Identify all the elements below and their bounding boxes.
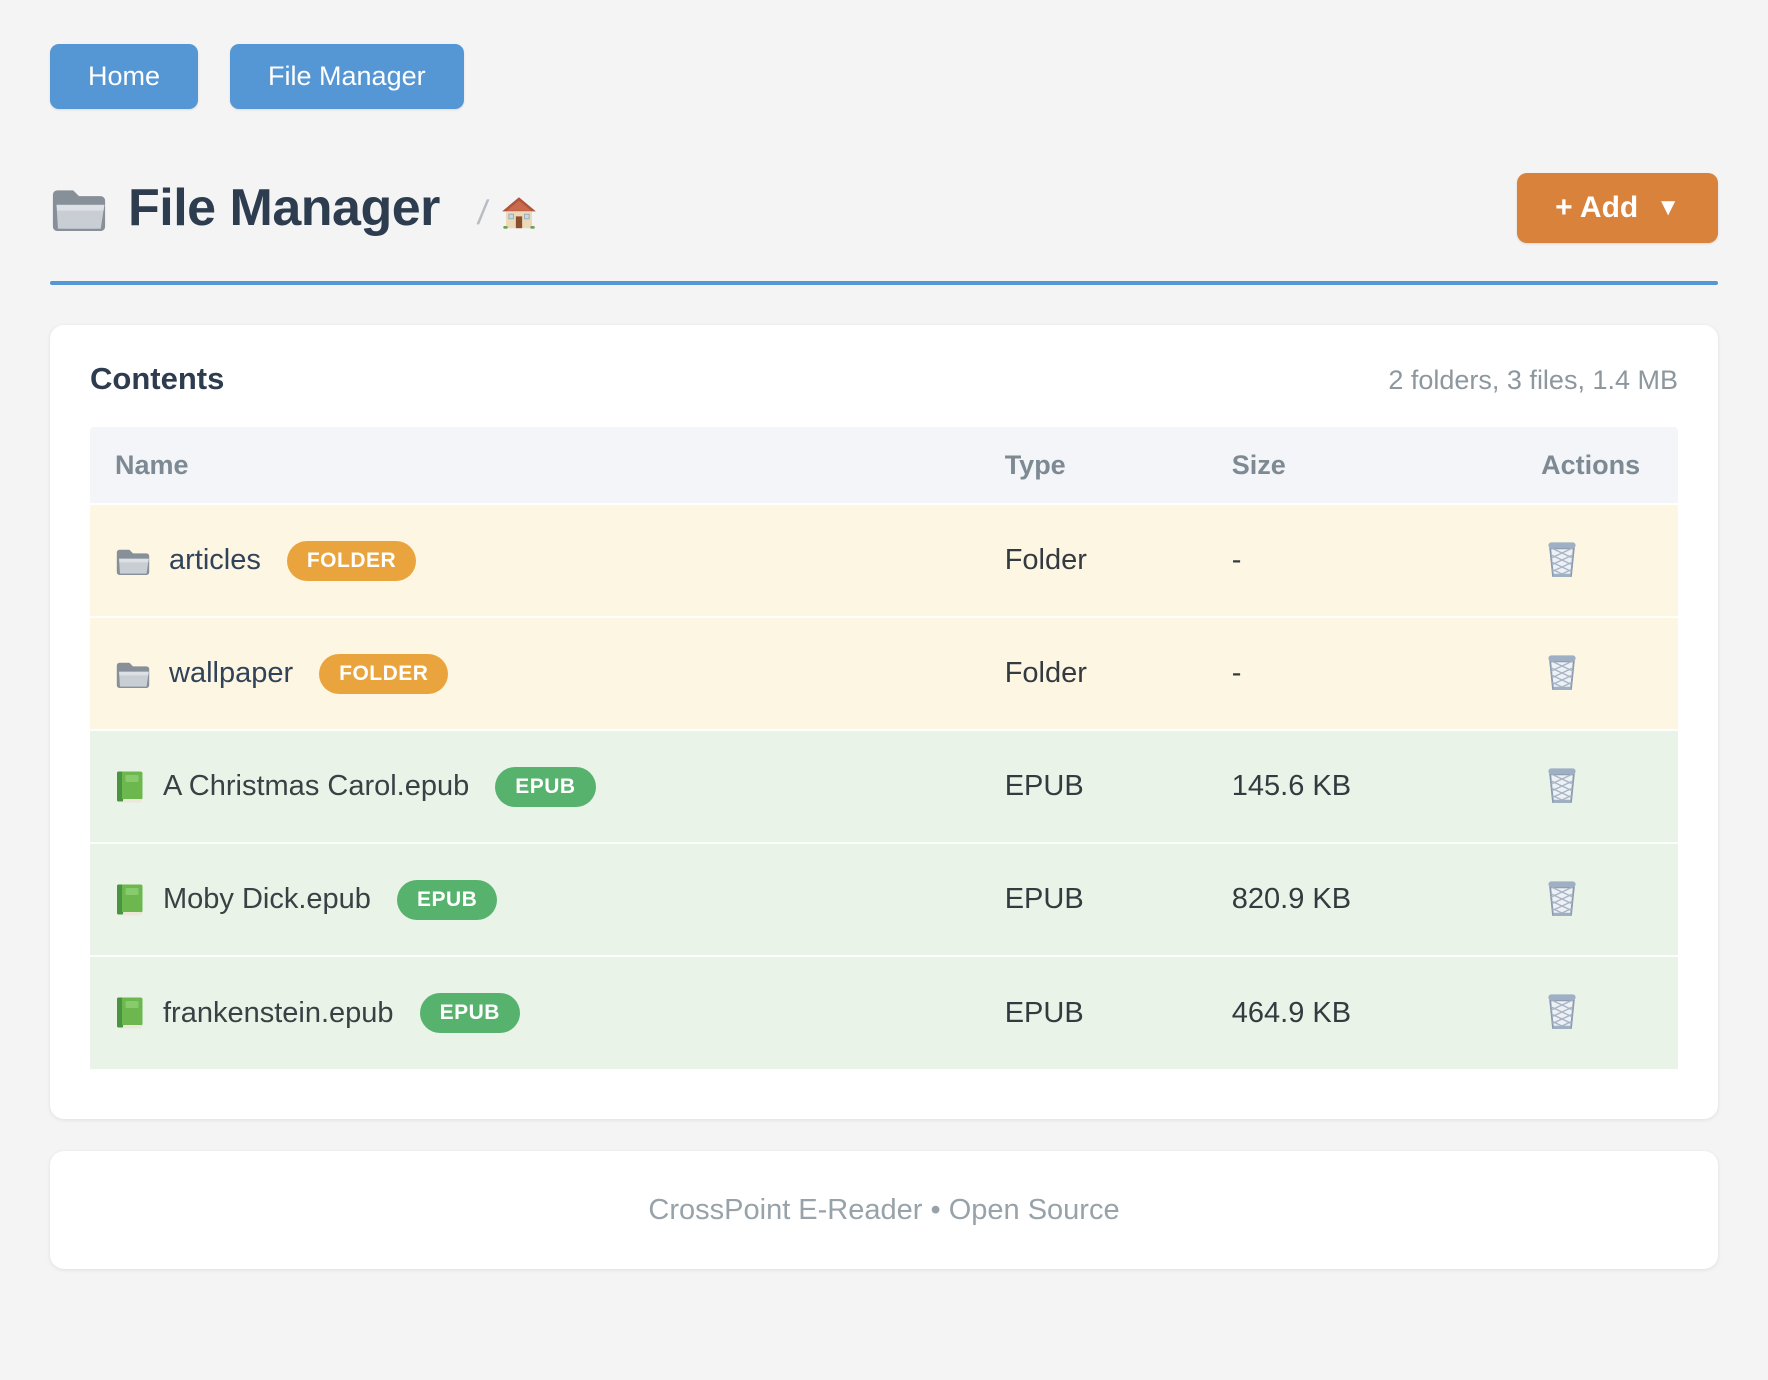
- type-badge: EPUB: [495, 766, 596, 807]
- folder-icon: [115, 660, 151, 688]
- book-icon: [115, 996, 145, 1030]
- file-table-body: articles FOLDER Folder - wallpaper: [90, 504, 1678, 1069]
- file-name-link[interactable]: frankenstein.epub: [163, 996, 394, 1029]
- contents-title: Contents: [90, 361, 225, 396]
- home-button[interactable]: Home: [50, 44, 199, 109]
- table-row[interactable]: Moby Dick.epub EPUB EPUB 820.9 KB: [90, 843, 1678, 956]
- type-badge: FOLDER: [319, 653, 449, 694]
- column-header-name: Name: [90, 427, 1005, 504]
- footer: CrossPoint E-Reader • Open Source: [50, 1151, 1718, 1269]
- file-name-link[interactable]: A Christmas Carol.epub: [163, 770, 470, 802]
- footer-text: CrossPoint E-Reader • Open Source: [648, 1193, 1120, 1226]
- table-header-row: Name Type Size Actions: [90, 427, 1678, 504]
- trash-icon: [1545, 879, 1579, 917]
- folder-icon: [50, 186, 108, 231]
- type-badge: EPUB: [419, 993, 520, 1033]
- delete-button[interactable]: [1541, 762, 1583, 808]
- house-icon[interactable]: [501, 196, 537, 230]
- trash-icon: [1545, 653, 1579, 691]
- size-cell: -: [1231, 504, 1528, 617]
- delete-button[interactable]: [1541, 536, 1583, 582]
- file-manager-button[interactable]: File Manager: [230, 44, 464, 109]
- table-row[interactable]: A Christmas Carol.epub EPUB EPUB 145.6 K…: [90, 730, 1678, 843]
- breadcrumb-separator: /: [475, 193, 491, 232]
- trash-icon: [1545, 992, 1579, 1030]
- page-header: File Manager / + Add ▼: [50, 173, 1718, 243]
- table-row[interactable]: articles FOLDER Folder -: [90, 504, 1678, 617]
- type-badge: FOLDER: [286, 540, 417, 581]
- page-title: File Manager: [128, 179, 440, 237]
- table-row[interactable]: frankenstein.epub EPUB EPUB 464.9 KB: [90, 956, 1678, 1069]
- column-header-actions: Actions: [1527, 427, 1678, 504]
- add-button[interactable]: + Add ▼: [1517, 173, 1718, 243]
- folder-icon: [115, 547, 151, 575]
- file-name-link[interactable]: wallpaper: [169, 657, 294, 689]
- page: Home File Manager File Manager / + Add ▼…: [50, 44, 1718, 1269]
- chevron-down-icon: ▼: [1656, 194, 1680, 221]
- delete-button[interactable]: [1541, 988, 1583, 1034]
- file-name-link[interactable]: Moby Dick.epub: [163, 883, 371, 915]
- book-icon: [115, 770, 145, 804]
- delete-button[interactable]: [1541, 875, 1583, 921]
- column-header-type: Type: [1004, 427, 1232, 504]
- contents-card: Contents 2 folders, 3 files, 1.4 MB Name…: [50, 325, 1718, 1119]
- table-row[interactable]: wallpaper FOLDER Folder -: [90, 617, 1678, 730]
- book-icon: [115, 883, 145, 917]
- title-wrap: File Manager /: [50, 178, 537, 238]
- trash-icon: [1545, 766, 1579, 804]
- trash-icon: [1545, 540, 1579, 578]
- file-table: Name Type Size Actions articles FOLDER F…: [90, 427, 1678, 1069]
- type-cell: Folder: [1004, 617, 1232, 730]
- top-nav: Home File Manager: [50, 44, 1718, 109]
- contents-card-header: Contents 2 folders, 3 files, 1.4 MB: [90, 361, 1678, 397]
- add-button-label: + Add: [1555, 191, 1639, 224]
- type-cell: EPUB: [1004, 956, 1232, 1069]
- title-underline: [50, 281, 1718, 285]
- column-header-size: Size: [1231, 427, 1528, 504]
- size-cell: 145.6 KB: [1231, 730, 1528, 843]
- type-cell: EPUB: [1004, 843, 1232, 956]
- breadcrumb: /: [475, 193, 537, 233]
- size-cell: 820.9 KB: [1231, 843, 1528, 956]
- contents-summary: 2 folders, 3 files, 1.4 MB: [1388, 365, 1678, 395]
- type-badge: EPUB: [396, 879, 498, 920]
- size-cell: 464.9 KB: [1231, 956, 1528, 1069]
- type-cell: Folder: [1004, 504, 1232, 617]
- file-name-link[interactable]: articles: [169, 544, 261, 576]
- size-cell: -: [1231, 617, 1528, 730]
- type-cell: EPUB: [1004, 730, 1232, 843]
- delete-button[interactable]: [1541, 649, 1583, 695]
